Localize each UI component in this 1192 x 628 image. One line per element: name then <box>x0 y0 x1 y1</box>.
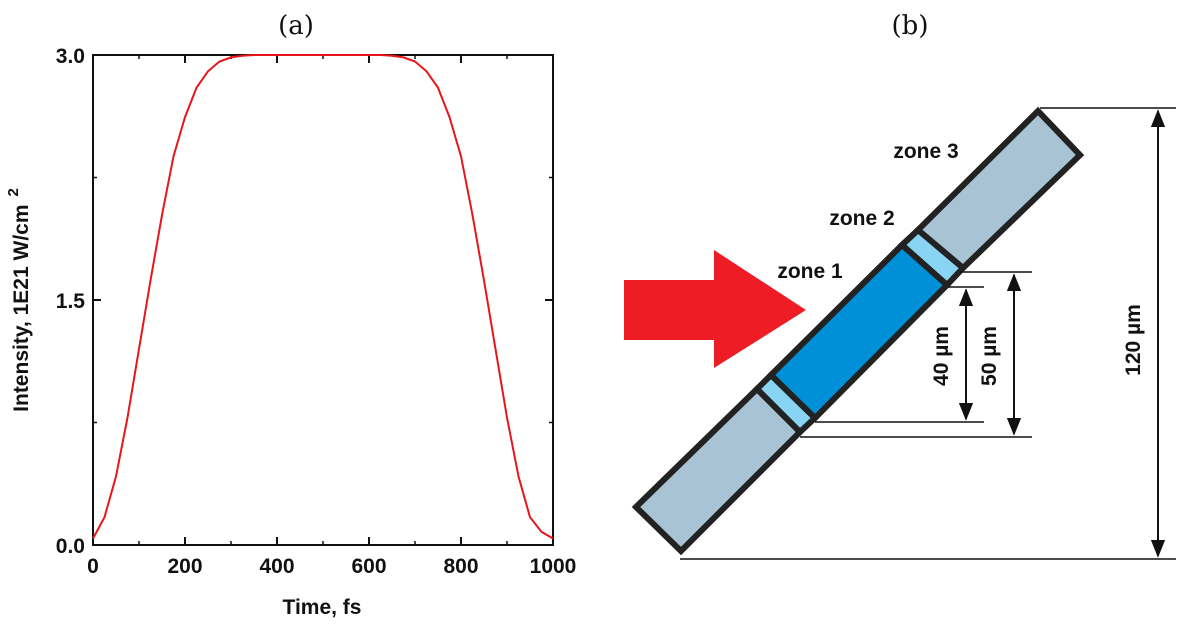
intensity-curve <box>92 54 554 540</box>
x-tick-label: 0 <box>87 555 99 578</box>
x-tick-label: 600 <box>351 555 386 578</box>
panel-b-label: (b) <box>892 11 929 41</box>
zone2-label: zone 2 <box>829 207 894 230</box>
y-tick-label: 0.0 <box>56 535 85 558</box>
y-axis-label: Intensity, 1E21 W/cm 2 <box>5 188 33 412</box>
intensity-chart: 0 200 400 600 800 1000 0.0 1.5 3.0 <box>56 45 577 578</box>
dimension-120um <box>680 107 1176 560</box>
y-axis-label-main: Intensity, 1E21 W/cm <box>10 204 33 411</box>
dimension-50um-label: 50 µm <box>978 326 1001 386</box>
zone1-segment <box>766 240 952 423</box>
x-tick-label: 400 <box>259 555 294 578</box>
zone1-label: zone 1 <box>777 260 843 283</box>
x-tick-label: 1000 <box>530 555 577 578</box>
dimension-50um <box>800 271 1032 438</box>
zone3-upper-segment <box>913 106 1085 273</box>
zone3-label: zone 3 <box>893 140 958 163</box>
laser-arrow <box>624 250 806 368</box>
axis-ticks: 0 200 400 600 800 1000 0.0 1.5 3.0 <box>56 45 577 578</box>
panel-a-label: (a) <box>278 11 314 41</box>
x-tick-label: 200 <box>167 555 202 578</box>
zone3-lower-segment <box>631 384 805 556</box>
dimension-120um-label: 120 µm <box>1122 304 1145 376</box>
x-axis-label: Time, fs <box>283 596 362 619</box>
y-tick-label: 1.5 <box>56 290 86 313</box>
y-axis-label-superscript: 2 <box>5 188 22 196</box>
x-tick-label: 800 <box>443 555 478 578</box>
dimension-40um-label: 40 µm <box>930 326 953 386</box>
plot-frame <box>92 54 554 546</box>
y-tick-label: 3.0 <box>56 45 85 68</box>
dimension-40um <box>815 286 984 423</box>
